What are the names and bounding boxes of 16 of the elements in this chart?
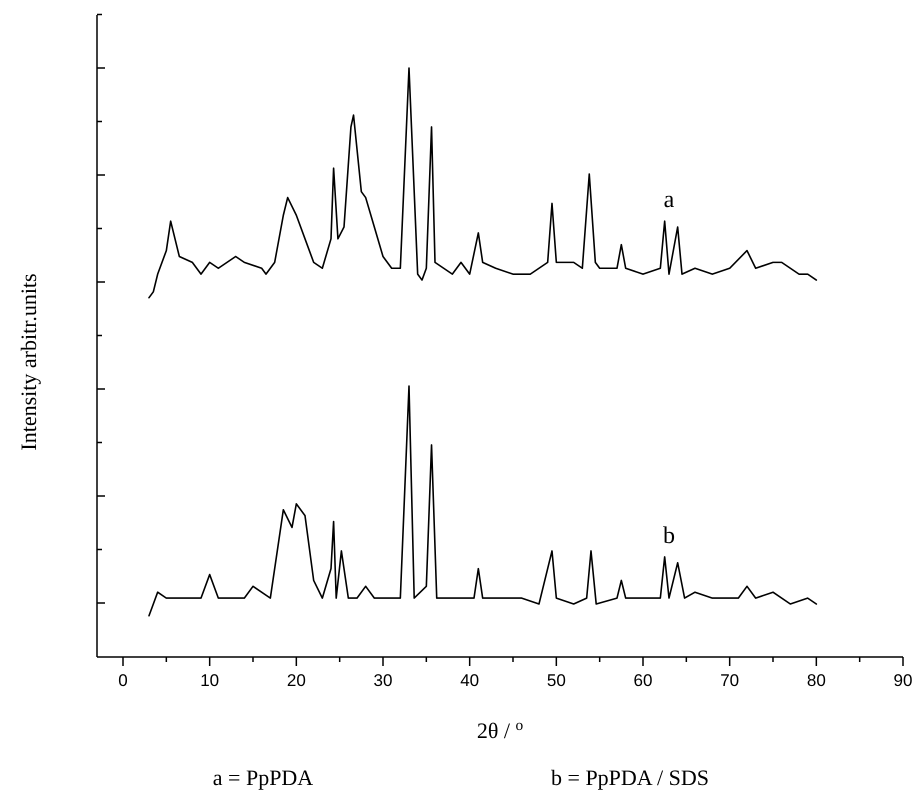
x-tick-label: 10 [200,671,220,690]
x-tick-label: 70 [720,671,740,690]
text: b = PpPDA / SDS [551,765,709,790]
text: a = PpPDA [212,765,314,790]
series-label: a [664,187,675,214]
x-axis-title: 2θ / $^{o}$ [476,716,524,743]
x-tick-label: 80 [806,671,826,690]
x-tick-label: 90 [894,671,912,690]
x-tick-label: 20 [286,671,306,690]
y-axis-title: Intensity arbitr.units [16,273,41,451]
x-tick-label: 50 [546,671,566,690]
x-tick-label: 30 [374,671,392,690]
x-tick-label: 60 [634,671,652,690]
x-tick-label: 0 [118,671,128,690]
x-tick-label: 40 [460,671,480,690]
series-label: b [663,522,675,549]
